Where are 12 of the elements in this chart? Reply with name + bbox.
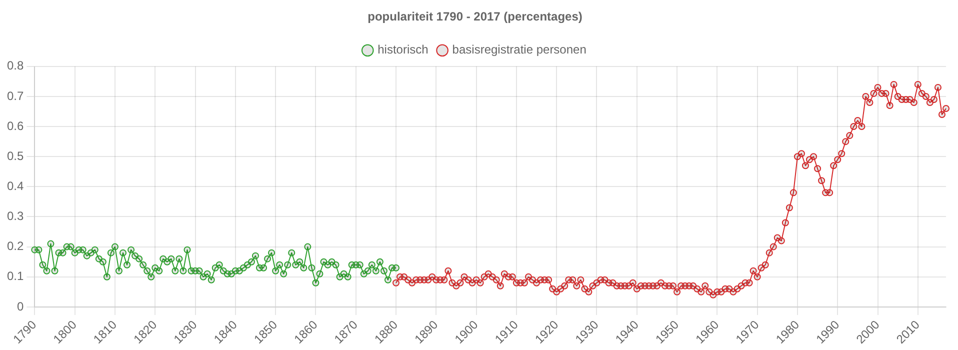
y-tick-label: 0.4 xyxy=(6,178,24,193)
y-tick-label: 0.3 xyxy=(6,209,24,224)
legend-label: historisch xyxy=(378,42,428,57)
y-tick-label: 0.1 xyxy=(6,269,24,284)
y-tick-label: 0.2 xyxy=(6,239,24,254)
y-tick-label: 0.8 xyxy=(6,58,24,73)
legend-label: basisregistratie personen xyxy=(452,42,586,57)
y-tick-label: 0.7 xyxy=(6,88,24,103)
chart-title: populariteit 1790 - 2017 (percentages) xyxy=(368,10,582,24)
y-tick-label: 0.6 xyxy=(6,118,24,133)
y-tick-label: 0.5 xyxy=(6,148,24,163)
y-tick-label: 0 xyxy=(16,299,24,314)
